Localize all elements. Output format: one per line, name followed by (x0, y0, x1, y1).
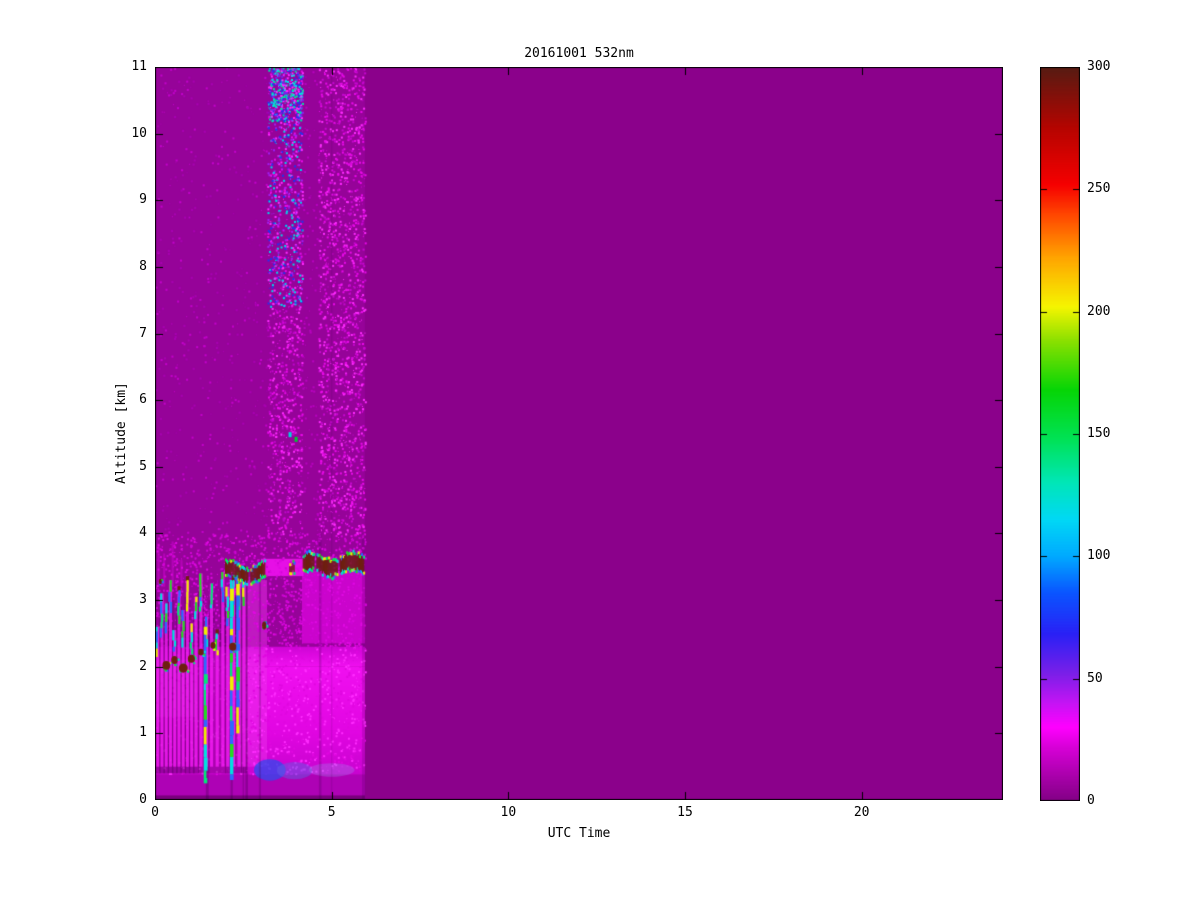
x-axis-label: UTC Time (547, 826, 611, 841)
y-tick-label: 4 (139, 525, 147, 541)
y-tick-label: 5 (139, 458, 147, 474)
x-tick-label: 15 (677, 805, 693, 820)
x-tick-label: 0 (151, 805, 159, 820)
y-tick-label: 10 (131, 125, 147, 141)
colorbar-tick-label: 50 (1087, 670, 1103, 686)
y-tick-label: 1 (139, 725, 147, 741)
x-tick-label: 20 (853, 805, 870, 820)
colorbar-tick-label: 300 (1087, 59, 1111, 74)
colorbar-tick-label: 250 (1087, 181, 1111, 197)
colorbar-tick-label: 150 (1087, 426, 1111, 441)
colorbar-tick-label: 100 (1087, 548, 1111, 564)
y-axis-label: Altitude [km] (114, 382, 129, 484)
x-tick-label: 10 (500, 805, 517, 820)
x-tick-label: 5 (327, 805, 336, 820)
y-tick-label: 11 (131, 59, 147, 74)
y-tick-label: 7 (139, 325, 147, 341)
plot-title: 20161001 532nm (524, 46, 634, 61)
y-tick-label: 2 (139, 658, 147, 674)
y-tick-label: 0 (139, 792, 147, 807)
colorbar-tick-label: 200 (1087, 303, 1111, 319)
colorbar-tick-label: 0 (1087, 793, 1095, 808)
y-tick-label: 8 (139, 258, 147, 274)
y-tick-label: 9 (139, 192, 147, 208)
heatmap-canvas (155, 67, 1003, 800)
colorbar-canvas (1040, 67, 1080, 801)
y-tick-label: 6 (139, 392, 147, 408)
y-tick-label: 3 (139, 592, 147, 608)
